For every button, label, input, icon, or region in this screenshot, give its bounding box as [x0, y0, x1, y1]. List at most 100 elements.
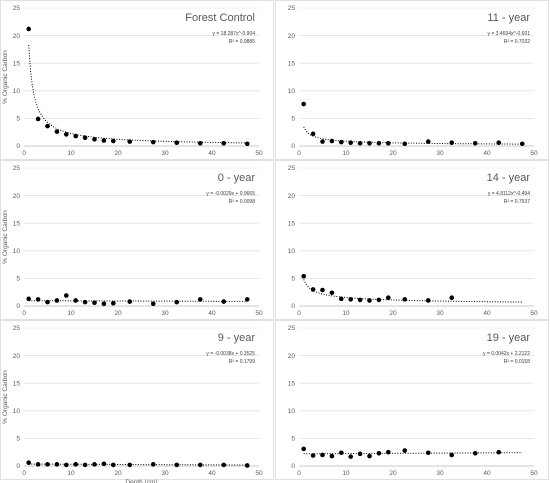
x-tick-label: 0 — [22, 150, 26, 157]
data-point — [111, 300, 116, 306]
y-tick-label: 15 — [288, 60, 296, 67]
y-tick-label: 20 — [288, 33, 296, 40]
y-tick-label: 5 — [16, 276, 20, 283]
y-tick-label: 20 — [13, 33, 21, 40]
data-point — [244, 463, 250, 468]
data-point — [425, 298, 431, 303]
x-tick-label: 20 — [389, 150, 397, 157]
y-tick-label: 20 — [13, 193, 21, 200]
data-point — [339, 139, 344, 145]
data-point — [329, 138, 335, 144]
x-tick-label: 50 — [530, 470, 538, 477]
x-tick-label: 40 — [208, 310, 216, 317]
x-tick-label: 10 — [67, 470, 75, 477]
data-point — [320, 139, 325, 144]
data-point — [357, 140, 363, 146]
data-point — [82, 299, 88, 305]
x-tick-label: 20 — [114, 150, 122, 157]
x-tick-label: 20 — [389, 310, 397, 317]
data-point — [197, 140, 203, 146]
data-point — [329, 453, 335, 459]
data-point — [174, 299, 180, 305]
x-tick-label: 0 — [22, 470, 26, 477]
data-point — [244, 297, 250, 302]
y-axis-label: % Organic Carbon — [2, 210, 9, 264]
y-tick-label: 10 — [288, 88, 296, 95]
data-point — [310, 287, 316, 292]
y-tick-label: 0 — [16, 463, 20, 470]
data-point — [402, 297, 408, 302]
chart-panel-3: 0 5 10 15 20 25 0 10 20 30 40 50 % Organic Carbon 0 -… — [0, 160, 274, 320]
data-point — [35, 462, 41, 467]
data-point — [367, 453, 372, 459]
data-point — [45, 123, 50, 129]
x-tick-label: 0 — [297, 310, 301, 317]
y-tick-label: 15 — [13, 380, 21, 387]
y-tick-label: 0 — [16, 303, 20, 310]
data-point — [26, 296, 32, 302]
x-tick-label: 30 — [161, 150, 169, 157]
x-tick-label: 50 — [530, 310, 538, 317]
y-tick-label: 20 — [13, 353, 21, 360]
data-point — [73, 462, 78, 467]
data-point — [376, 297, 382, 303]
chart-border — [0, 160, 274, 320]
data-point — [35, 116, 41, 122]
y-tick-label: 25 — [288, 5, 296, 12]
data-point — [101, 301, 107, 307]
chart-border — [275, 160, 549, 320]
data-point — [402, 448, 408, 453]
x-tick-label: 20 — [114, 470, 122, 477]
data-point — [301, 446, 307, 452]
r-squared: R² = 0.7537 — [504, 199, 530, 205]
r-squared: R² = 0.0098 — [229, 199, 255, 205]
y-tick-label: 5 — [291, 276, 295, 283]
data-point — [127, 139, 133, 144]
data-point — [150, 462, 156, 467]
trend-equation: y = 18.287x^-0.904 — [212, 31, 255, 37]
x-tick-label: 40 — [208, 150, 216, 157]
y-tick-label: 20 — [288, 353, 296, 360]
data-point — [197, 297, 203, 302]
data-point — [54, 298, 60, 303]
panel-title: 19 - year — [487, 332, 531, 344]
x-tick-label: 20 — [114, 310, 122, 317]
panel-title: Forest Control — [185, 12, 255, 24]
x-axis-label: Depth (cm) — [125, 479, 157, 483]
y-tick-label: 5 — [291, 116, 295, 123]
data-point — [376, 451, 382, 456]
trend-equation: y = -0.0038x + 0.3525 — [206, 351, 255, 357]
data-point — [301, 101, 307, 107]
chart-border — [0, 0, 274, 160]
data-point — [92, 300, 97, 305]
data-point — [386, 140, 391, 146]
panel-title: 0 - year — [218, 172, 256, 184]
data-point — [367, 140, 372, 146]
y-tick-label: 10 — [13, 408, 21, 415]
data-point — [425, 139, 431, 144]
data-point — [111, 138, 116, 144]
data-point — [26, 26, 32, 32]
y-tick-label: 25 — [13, 5, 21, 12]
y-tick-label: 0 — [291, 143, 295, 150]
data-point — [150, 139, 156, 145]
chart-border — [0, 320, 274, 480]
trend-equation: y = 3.4694x^-0.601 — [487, 31, 530, 37]
data-point — [449, 295, 455, 301]
x-tick-label: 10 — [67, 150, 75, 157]
data-point — [244, 141, 250, 147]
y-tick-label: 25 — [288, 325, 296, 332]
data-point — [339, 296, 344, 302]
y-tick-label: 10 — [288, 248, 296, 255]
x-tick-label: 0 — [22, 310, 26, 317]
data-point — [320, 287, 325, 293]
x-tick-label: 30 — [161, 470, 169, 477]
data-point — [64, 132, 69, 137]
data-point — [82, 135, 88, 141]
data-point — [472, 451, 478, 456]
data-point — [310, 131, 316, 137]
data-point — [45, 299, 50, 305]
x-tick-label: 50 — [255, 150, 263, 157]
x-tick-label: 30 — [436, 310, 444, 317]
data-point — [174, 140, 180, 145]
